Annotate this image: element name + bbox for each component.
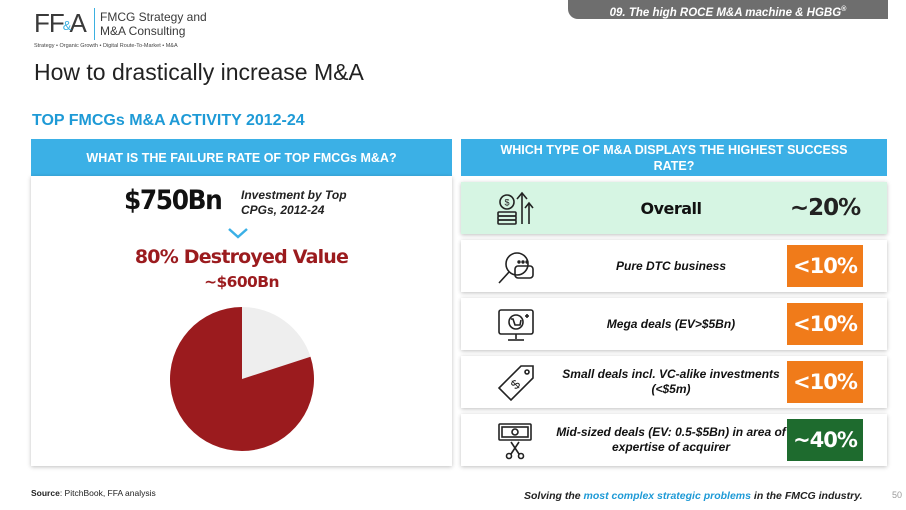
row-small-deals: $ Small deals incl. VC-alike investments… [461,356,887,408]
row-value: <10% [787,361,863,403]
destroyed-value-amount: ~$600Bn [204,273,279,291]
row-label: Mid-sized deals (EV: 0.5-$5Bn) in area o… [556,425,786,454]
row-label: Overall [640,198,702,218]
destroyed-value-title: 80% Destroyed Value [134,246,349,268]
row-value: <10% [787,245,863,287]
pie-slice-destroyed [170,307,314,451]
price-tag-icon: $ [497,365,534,402]
row-label: Small deals incl. VC-alike investments (… [562,367,780,396]
row-value: ~20% [789,195,861,221]
logo-divider [94,8,95,40]
row-overall: $ Overall ~20% [461,182,887,234]
left-panel-heading: WHAT IS THE FAILURE RATE OF TOP FMCGs M&… [31,139,452,176]
company-logo: FF&A FMCG Strategy and M&A Consulting St… [34,6,234,50]
row-mid-sized-deals: Mid-sized deals (EV: 0.5-$5Bn) in area o… [461,414,887,466]
row-pure-dtc: Pure DTC business <10% [461,240,887,292]
svg-text:$: $ [504,198,509,208]
chevron-down-icon [228,228,248,239]
right-panel-heading: WHICH TYPE OF M&A DISPLAYS THE HIGHEST S… [461,139,887,176]
row-value: ~40% [787,419,863,461]
investment-label: Investment by Top CPGs, 2012-24 [241,188,347,217]
money-growth-icon: $ [497,191,534,225]
row-label: Mega deals (EV>$5Bn) [606,316,736,331]
source-note: Source: PitchBook, FFA analysis [31,488,156,498]
section-tab: 09. The high ROCE M&A machine & HGBG® [568,0,888,19]
logo-tagline: Strategy • Organic Growth • Digital Rout… [34,43,178,49]
row-value: <10% [787,303,863,345]
cut-money-icon [498,423,532,460]
row-label: Pure DTC business [615,258,727,273]
page-title: How to drastically increase M&A [34,59,364,85]
pie-slice-rest [242,307,311,379]
logo-company-name: FMCG Strategy and M&A Consulting [100,10,207,38]
row-mega-deals: Mega deals (EV>$5Bn) <10% [461,298,887,350]
failure-rate-panel: $750Bn Investment by Top CPGs, 2012-24 8… [31,176,452,466]
destroyed-value-pie [170,307,314,451]
logo-mark: FF&A [34,8,87,38]
online-shop-icon [498,309,534,341]
footer-slogan: Solving the most complex strategic probl… [524,490,863,502]
page-number: 50 [892,490,903,500]
search-chat-icon [498,252,534,284]
section-subtitle: TOP FMCGs M&A ACTIVITY 2012-24 [32,112,305,129]
investment-amount: $750Bn [124,185,223,216]
